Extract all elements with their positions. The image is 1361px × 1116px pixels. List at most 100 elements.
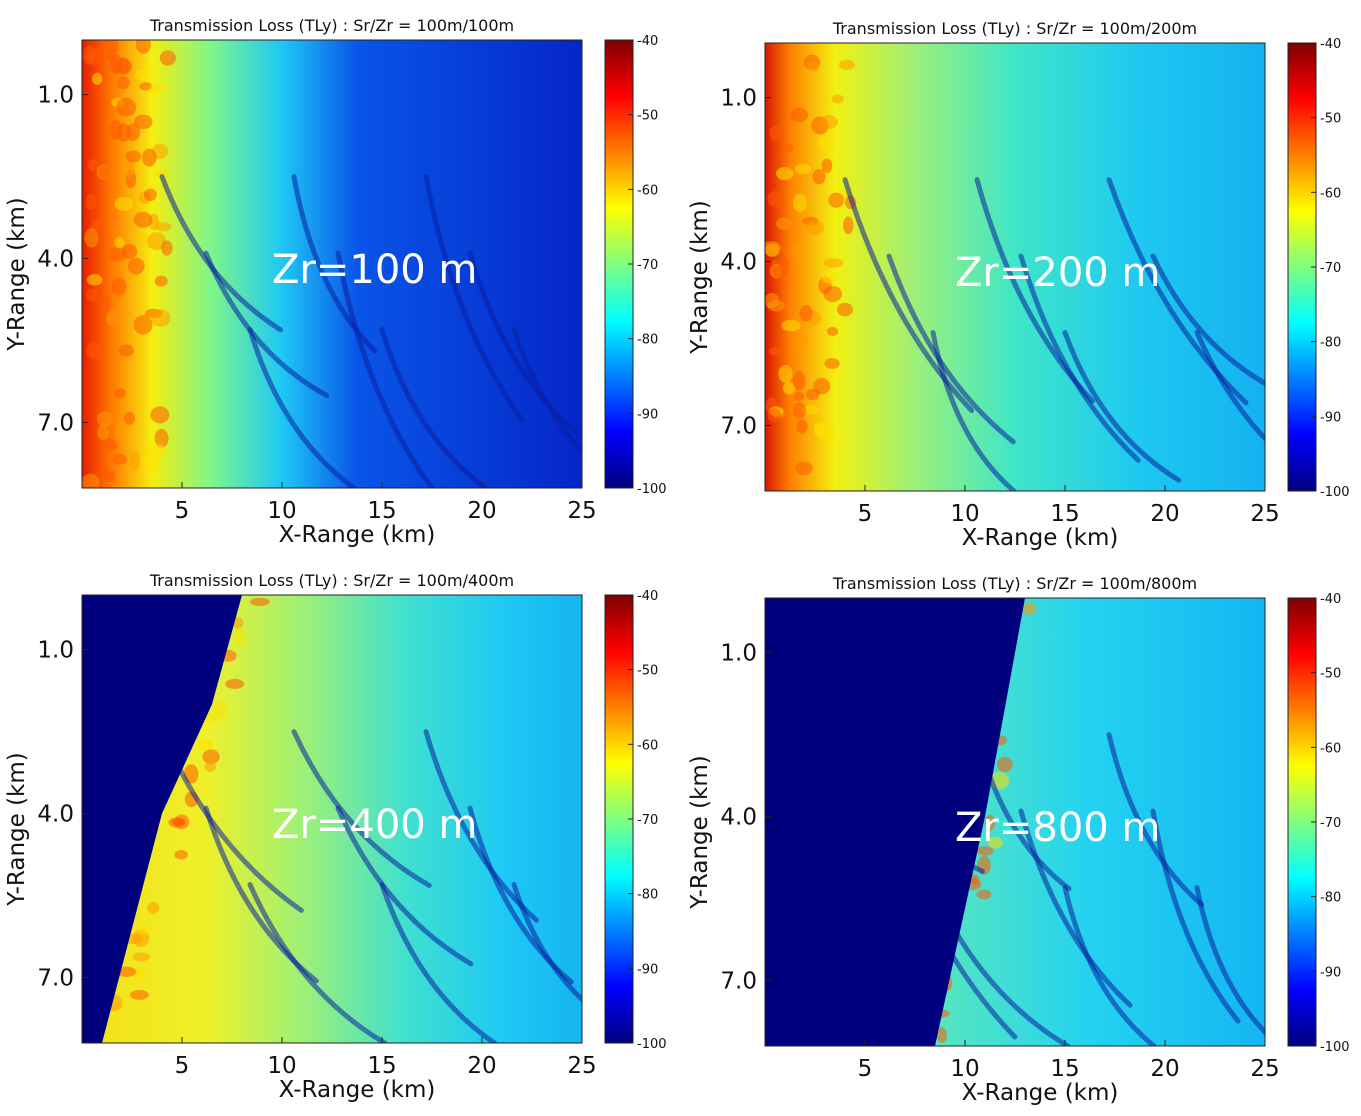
tl-hotspot [824, 358, 840, 370]
tl-hotspot [143, 188, 157, 201]
heatmap-background [765, 43, 1265, 491]
tl-hotspot [113, 388, 127, 399]
tl-hotspot [773, 265, 789, 277]
colorbar-tick-label: -70 [1320, 261, 1341, 276]
receiver-depth-annotation: Zr=200 m [955, 250, 1160, 296]
chart-svg: Transmission Loss (TLy) : Sr/Zr = 100m/8… [687, 574, 1350, 1106]
colorbar-tick-label: -40 [1320, 592, 1341, 607]
tl-hotspot [114, 196, 134, 211]
tl-null-streak [1150, 253, 1265, 387]
chart-svg: Transmission Loss (TLy) : Sr/Zr = 100m/4… [4, 571, 667, 1103]
tl-hotspot [817, 135, 837, 150]
tl-hotspot [151, 309, 171, 327]
tl-null-streak [1062, 885, 1157, 1046]
heatmap-field [82, 595, 582, 1043]
y-tick-label: 1.0 [720, 86, 757, 112]
tl-hotspot [125, 150, 142, 163]
tl-hotspot [828, 192, 845, 208]
tl-hotspot [154, 168, 170, 177]
shadow-zone [765, 598, 1025, 1046]
tl-null-streak [1150, 808, 1241, 1024]
x-axis-label: X-Range (km) [279, 522, 436, 548]
tl-hotspot [767, 190, 784, 208]
plot-frame [764, 597, 1266, 1047]
x-tick-label: 15 [1050, 501, 1079, 527]
x-tick-label: 10 [267, 1053, 296, 1079]
tl-null-streak [467, 250, 580, 436]
x-tick-label: 10 [267, 498, 296, 524]
colorbar-tick-label: -80 [1320, 891, 1341, 906]
tl-hotspot [807, 60, 820, 72]
tl-null-streak [1194, 885, 1265, 1036]
tl-hotspot [97, 467, 111, 476]
receiver-depth-annotation: Zr=100 m [272, 247, 477, 293]
colorbar-tick-label: -90 [1320, 965, 1341, 980]
colorbar-tick-label: -60 [1320, 186, 1341, 201]
colorbar-tick-label: -100 [1320, 1040, 1350, 1055]
colorbar-tick-label: -90 [1320, 410, 1341, 425]
tl-hotspot [82, 473, 100, 488]
x-tick-label: 15 [367, 498, 396, 524]
colorbar-tick-label: -60 [1320, 741, 1341, 756]
tl-hotspot [133, 315, 153, 335]
tl-hotspot [161, 240, 173, 256]
tl-hotspot [116, 97, 137, 117]
tl-hotspot [106, 310, 119, 328]
y-tick-label: 7.0 [37, 410, 74, 436]
plot-frame [764, 42, 1266, 492]
x-tick-label: 15 [367, 1053, 396, 1079]
colorbar-tick-label: -80 [637, 888, 658, 903]
tl-hotspot [831, 94, 844, 104]
tl-hotspot [796, 419, 808, 434]
y-tick-label: 4.0 [720, 250, 757, 276]
x-axis-label: X-Range (km) [962, 525, 1119, 551]
tl-hotspot [91, 72, 103, 85]
tl-hotspot [225, 678, 245, 690]
tl-hotspot [112, 453, 128, 465]
tl-hotspot [154, 275, 168, 287]
tl-hotspot [87, 158, 99, 172]
tl-null-streak [423, 174, 525, 423]
tl-hotspot [96, 411, 114, 428]
tl-hotspot [133, 211, 153, 228]
tl-null-streak [379, 327, 489, 488]
tl-hotspot [146, 232, 167, 251]
heatmap-field [765, 598, 1265, 1046]
chart-svg: Transmission Loss (TLy) : Sr/Zr = 100m/1… [4, 16, 667, 548]
tl-hotspot [129, 451, 140, 471]
receiver-depth-annotation: Zr=400 m [272, 802, 477, 848]
tl-hotspot [90, 219, 103, 231]
tl-hotspot [168, 817, 185, 828]
y-tick-label: 4.0 [37, 247, 74, 273]
panel-zr-200: Transmission Loss (TLy) : Sr/Zr = 100m/2… [683, 3, 1361, 561]
tl-hotspot [806, 220, 825, 236]
tl-hotspot [783, 381, 796, 395]
tl-hotspot [134, 69, 150, 80]
tl-hotspot [159, 50, 176, 66]
x-tick-label: 5 [175, 1053, 190, 1079]
tl-hotspot [132, 952, 150, 962]
x-tick-label: 20 [467, 498, 496, 524]
colorbar-tick-label: -100 [637, 1037, 667, 1052]
colorbar-tick-label: -60 [637, 738, 658, 753]
tl-hotspot [117, 76, 130, 90]
x-tick-label: 15 [1050, 1056, 1079, 1082]
colorbar-tick-label: -60 [637, 183, 658, 198]
x-tick-label: 25 [567, 498, 596, 524]
tl-hotspot [85, 341, 104, 360]
tl-null-streak [335, 250, 435, 488]
tl-hotspot [102, 439, 118, 452]
tl-hotspot [114, 236, 125, 249]
tl-hotspot [127, 257, 145, 275]
tl-hotspot [84, 227, 99, 248]
x-tick-label: 5 [175, 498, 190, 524]
colorbar-tick-label: -70 [1320, 816, 1341, 831]
tl-hotspot [214, 701, 228, 719]
x-tick-label: 10 [950, 1056, 979, 1082]
tl-null-streak [291, 174, 378, 354]
tl-hotspot [780, 143, 794, 154]
tl-hotspot [202, 749, 220, 765]
tl-null-streak [1018, 253, 1141, 463]
colorbar-tick-label: -50 [637, 664, 658, 679]
